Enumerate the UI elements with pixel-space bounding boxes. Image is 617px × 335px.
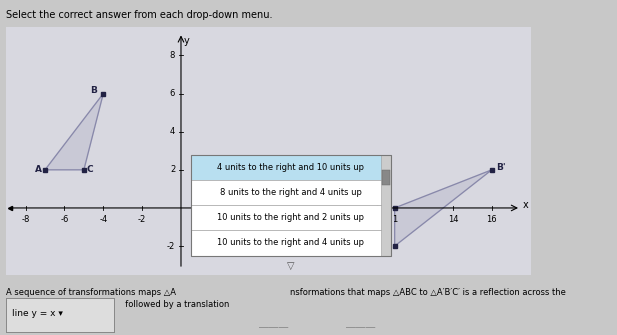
Text: followed by a translation: followed by a translation [120,300,230,309]
Text: nsformations that maps △ABC to △A′B′C′ is a reflection across the: nsformations that maps △ABC to △A′B′C′ i… [290,288,566,297]
Text: -8: -8 [22,215,30,224]
Text: line y = x ▾: line y = x ▾ [12,309,62,318]
Text: ▽: ▽ [287,261,294,271]
Text: A: A [35,165,43,174]
Text: y: y [184,36,189,46]
Text: C: C [87,165,93,174]
Text: A': A' [379,247,389,256]
Text: 16: 16 [486,215,497,224]
Text: 10 units to the right and 2 units up: 10 units to the right and 2 units up [217,213,364,222]
Bar [381,154,391,256]
Text: 4: 4 [170,127,175,136]
Bar [382,170,390,185]
Text: -4: -4 [99,215,107,224]
Text: 2: 2 [170,165,175,174]
Text: 4 units to the right and 10 units up: 4 units to the right and 10 units up [217,163,364,172]
Text: -2: -2 [138,215,146,224]
Text: A sequence of transformations maps △A: A sequence of transformations maps △A [6,288,176,297]
Text: 14: 14 [448,215,458,224]
Text: 10 units to the right and 4 units up: 10 units to the right and 4 units up [217,239,364,248]
Text: Select the correct answer from each drop-down menu.: Select the correct answer from each drop… [6,10,273,20]
Text: 8 units to the right and 4 units up: 8 units to the right and 4 units up [220,188,362,197]
Text: B': B' [495,163,505,173]
Text: C': C' [375,201,384,210]
Text: 1: 1 [392,215,397,224]
Text: -6: -6 [60,215,68,224]
Polygon shape [45,93,103,170]
Text: -2: -2 [167,242,175,251]
Bar [191,154,391,256]
Text: 6: 6 [170,89,175,98]
Bar [191,230,391,256]
Text: 8: 8 [170,51,175,60]
Bar [191,154,391,180]
Text: ―――: ――― [259,322,288,332]
Polygon shape [395,170,492,246]
Text: x: x [523,200,529,210]
Bar [191,180,391,205]
Text: ―――: ――― [346,322,375,332]
Bar [191,205,391,230]
Text: B: B [89,86,97,95]
